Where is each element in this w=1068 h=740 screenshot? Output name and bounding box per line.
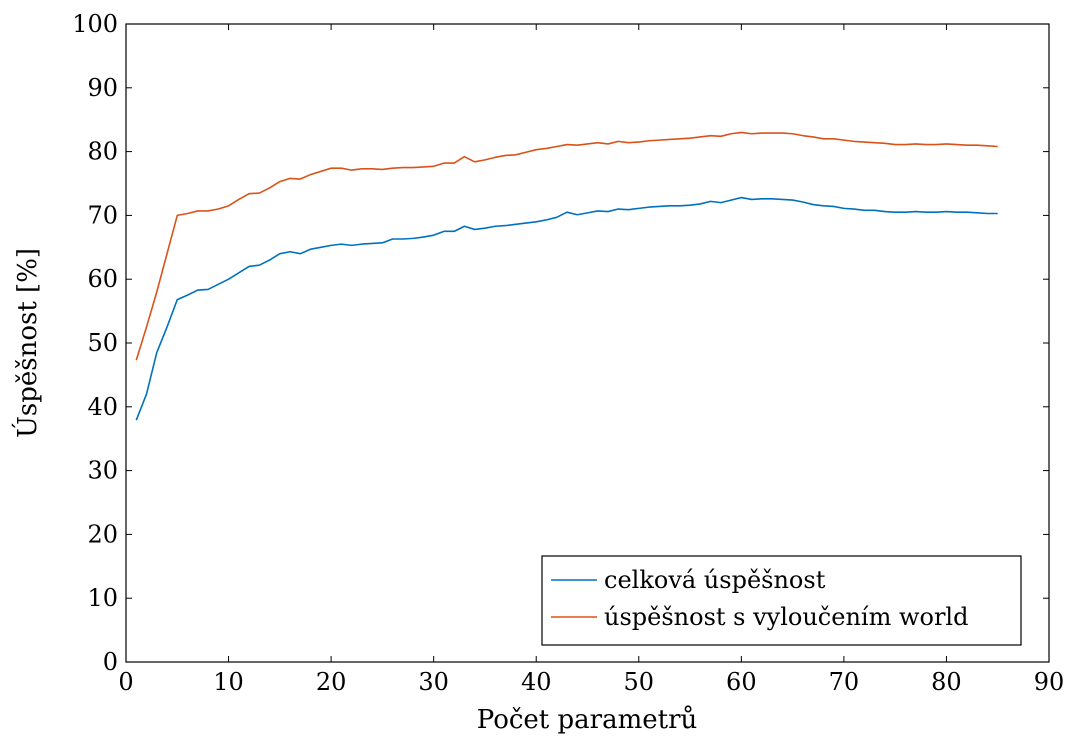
x-tick-label: 60 (726, 668, 757, 696)
y-tick-label: 10 (87, 584, 118, 612)
x-tick-label: 70 (829, 668, 860, 696)
x-tick-label: 0 (118, 668, 133, 696)
x-tick-label: 50 (624, 668, 655, 696)
y-tick-label: 40 (87, 393, 118, 421)
y-axis-ticks: 0 10 20 30 40 50 60 70 80 90 100 (72, 10, 1049, 676)
y-tick-label: 20 (87, 520, 118, 548)
y-tick-label: 50 (87, 329, 118, 357)
x-tick-label: 10 (213, 668, 244, 696)
y-tick-label: 70 (87, 201, 118, 229)
y-tick-label: 60 (87, 265, 118, 293)
y-tick-label: 30 (87, 457, 118, 485)
y-tick-label: 90 (87, 74, 118, 102)
x-axis-ticks: 0 10 20 30 40 50 60 70 80 90 (118, 24, 1064, 696)
x-tick-label: 80 (931, 668, 962, 696)
y-tick-label: 80 (87, 138, 118, 166)
series-lines (135, 131, 998, 421)
series-line-1 (135, 131, 998, 361)
x-axis-label: Počet parametrů (477, 705, 698, 735)
y-axis-label: Úspěšnost [%] (11, 248, 43, 438)
x-tick-label: 90 (1034, 668, 1065, 696)
x-tick-label: 20 (316, 668, 347, 696)
legend-label-celkova: celková úspěšnost (604, 566, 826, 594)
x-tick-label: 40 (521, 668, 552, 696)
x-tick-label: 30 (418, 668, 449, 696)
legend-label-vylouceni: úspěšnost s vyloučením world (604, 603, 968, 631)
y-tick-label: 0 (103, 648, 118, 676)
series-line-0 (135, 196, 998, 421)
y-tick-label: 100 (72, 10, 118, 38)
plot-area: 0 10 20 30 40 50 60 70 80 90 0 10 20 30 40 50 60 70 80 90 1… (72, 10, 1064, 696)
legend-box (541, 555, 1022, 646)
legend: celková úspěšnost úspěšnost s vyloučením… (541, 555, 1022, 646)
